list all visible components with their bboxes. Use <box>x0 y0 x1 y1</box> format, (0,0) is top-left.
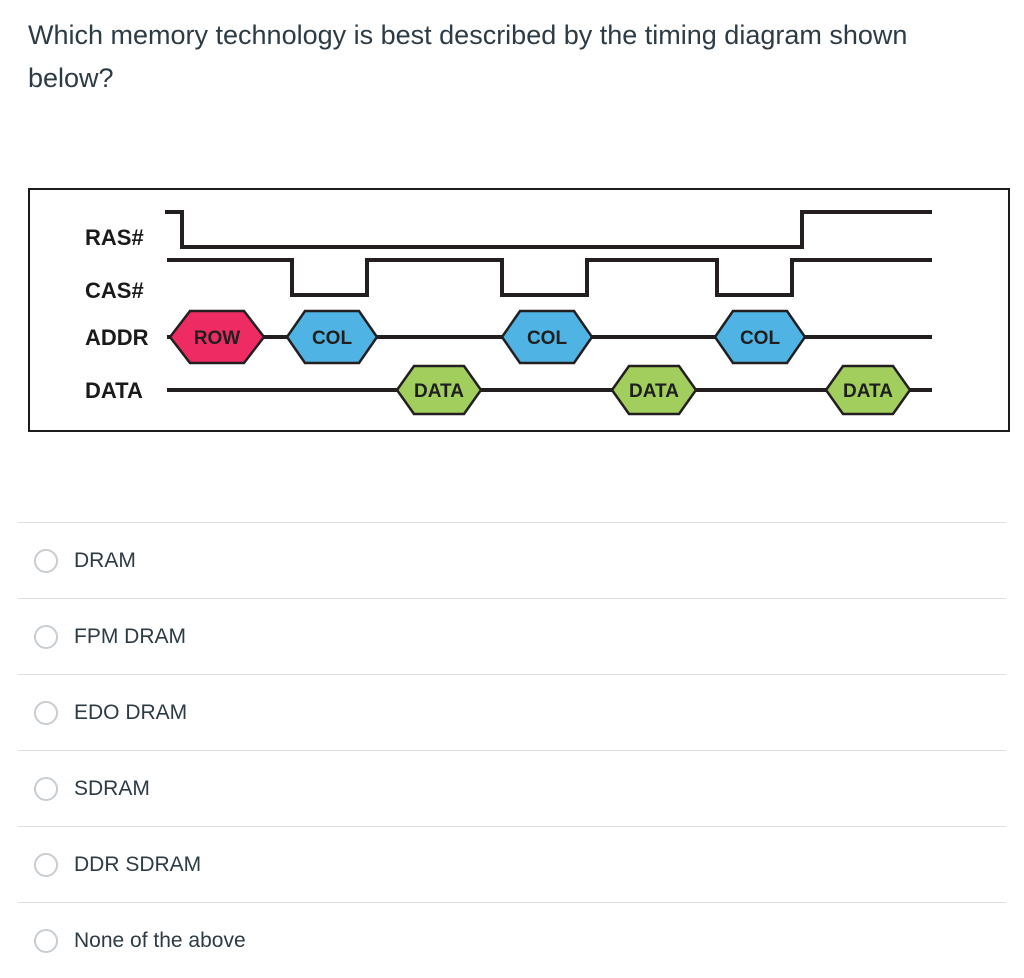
addr-hex-col-3 <box>713 309 807 365</box>
option-row-none-of-the-above[interactable]: None of the above <box>18 902 1006 978</box>
radio-button-fpm-dram[interactable] <box>34 624 58 649</box>
addr-hex-row-label: ROW <box>194 328 241 349</box>
data-hex-2 <box>610 364 698 416</box>
option-label: SDRAM <box>74 776 150 800</box>
option-label: DDR SDRAM <box>74 852 202 876</box>
option-row-ddr-sdram[interactable]: DDR SDRAM <box>18 826 1006 902</box>
data-hex-1-label: DATA <box>414 381 464 402</box>
addr-hex-col-2 <box>500 309 594 365</box>
option-row-dram[interactable]: DRAM <box>18 522 1006 598</box>
option-label: EDO DRAM <box>74 700 188 724</box>
addr-hex-col-1 <box>285 309 379 365</box>
signal-label-ras: RAS# <box>85 225 144 250</box>
data-hex-3 <box>824 364 912 416</box>
option-row-fpm-dram[interactable]: FPM DRAM <box>18 598 1006 674</box>
radio-button-edo-dram[interactable] <box>34 700 58 725</box>
addr-hex-col-3-label: COL <box>740 328 781 349</box>
option-row-edo-dram[interactable]: EDO DRAM <box>18 674 1006 750</box>
addr-hex-col-1-label: COL <box>312 328 353 349</box>
option-label: FPM DRAM <box>74 624 186 648</box>
timing-diagram: RAS# CAS# ADDR DATA ROW COL COL COL <box>28 188 1010 432</box>
question-text: Which memory technology is best describe… <box>28 20 908 93</box>
signal-label-cas: CAS# <box>85 278 144 303</box>
option-label: None of the above <box>74 928 246 952</box>
timing-diagram-svg: RAS# CAS# ADDR DATA ROW COL COL COL <box>85 210 932 416</box>
addr-hex-col-2-label: COL <box>527 328 568 349</box>
radio-button-sdram[interactable] <box>34 776 58 801</box>
data-hex-1 <box>395 364 483 416</box>
radio-button-dram[interactable] <box>34 548 58 573</box>
addr-hex-row <box>168 309 266 365</box>
data-hex-2-label: DATA <box>629 381 679 402</box>
cas-waveform <box>167 258 932 297</box>
radio-button-none-of-the-above[interactable] <box>34 928 58 953</box>
ras-waveform <box>165 210 932 249</box>
option-label: DRAM <box>74 548 136 572</box>
answer-options: DRAM FPM DRAM EDO DRAM SDRAM DDR SDRAM N… <box>18 522 1006 978</box>
option-row-sdram[interactable]: SDRAM <box>18 750 1006 826</box>
radio-button-ddr-sdram[interactable] <box>34 852 58 877</box>
data-hex-3-label: DATA <box>843 381 893 402</box>
signal-label-addr: ADDR <box>85 325 149 350</box>
signal-label-data: DATA <box>85 378 143 403</box>
